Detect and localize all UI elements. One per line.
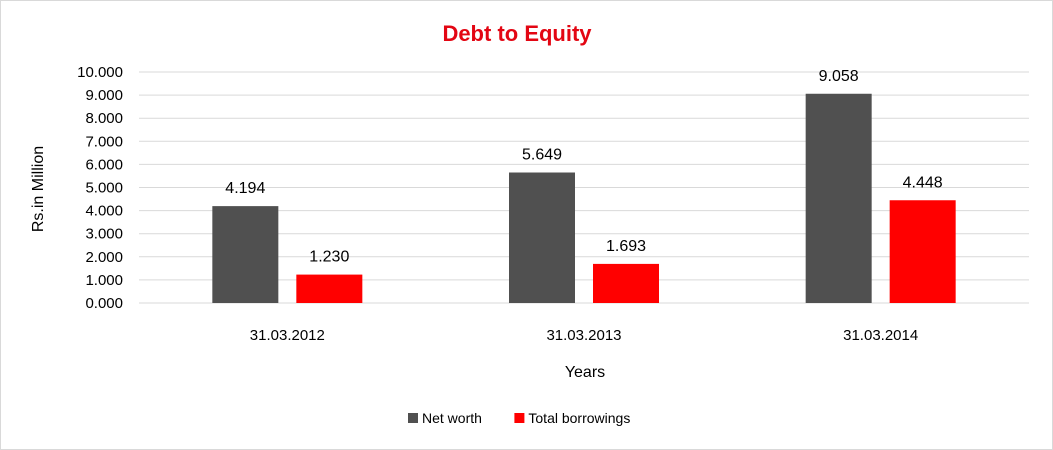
data-label: 1.230 [309, 249, 349, 266]
legend-label: Total borrowings [528, 410, 630, 426]
bars [212, 93, 956, 304]
x-tick-label: 31.03.2012 [250, 327, 325, 344]
y-tick-label: 2.000 [85, 249, 123, 266]
x-tick-label: 31.03.2013 [546, 327, 621, 344]
data-labels: 4.194 1.230 5.649 1.693 9.058 4.448 [225, 68, 942, 266]
data-label: 9.058 [819, 68, 859, 85]
y-tick-label: 4.000 [85, 203, 123, 220]
y-tick-label: 3.000 [85, 226, 123, 243]
data-label: 4.194 [225, 180, 265, 197]
y-tick-label: 9.000 [85, 87, 123, 104]
y-tick-label: 0.000 [85, 295, 123, 312]
y-tick-label: 8.000 [85, 110, 123, 127]
chart-title: Debt to Equity [442, 21, 592, 46]
x-axis-title: Years [565, 364, 605, 381]
bar [296, 274, 363, 303]
legend-swatch [408, 413, 418, 423]
gridlines [139, 71, 1029, 304]
y-tick-label: 7.000 [85, 133, 123, 150]
x-tick-label: 31.03.2014 [843, 327, 918, 344]
bar [593, 263, 659, 303]
x-axis-ticks: 31.03.2012 31.03.2013 31.03.2014 [250, 327, 918, 344]
y-tick-label: 5.000 [85, 180, 123, 197]
y-axis-title: Rs.in Million [30, 146, 47, 232]
bar [805, 93, 872, 304]
legend-swatch [514, 413, 525, 423]
data-label: 4.448 [903, 174, 943, 191]
y-tick-label: 6.000 [85, 156, 123, 173]
bar [212, 206, 279, 303]
legend-label: Net worth [422, 410, 482, 426]
y-tick-label: 10.000 [77, 64, 123, 81]
y-axis-ticks: 0.000 1.000 2.000 3.000 4.000 5.000 6.000 7.000… [77, 64, 123, 312]
legend: Net worth Total borrowings [408, 410, 630, 426]
y-tick-label: 1.000 [85, 272, 123, 289]
data-label: 1.693 [606, 238, 646, 255]
data-label: 5.649 [522, 147, 562, 164]
bar [889, 200, 956, 303]
bar [509, 172, 575, 303]
